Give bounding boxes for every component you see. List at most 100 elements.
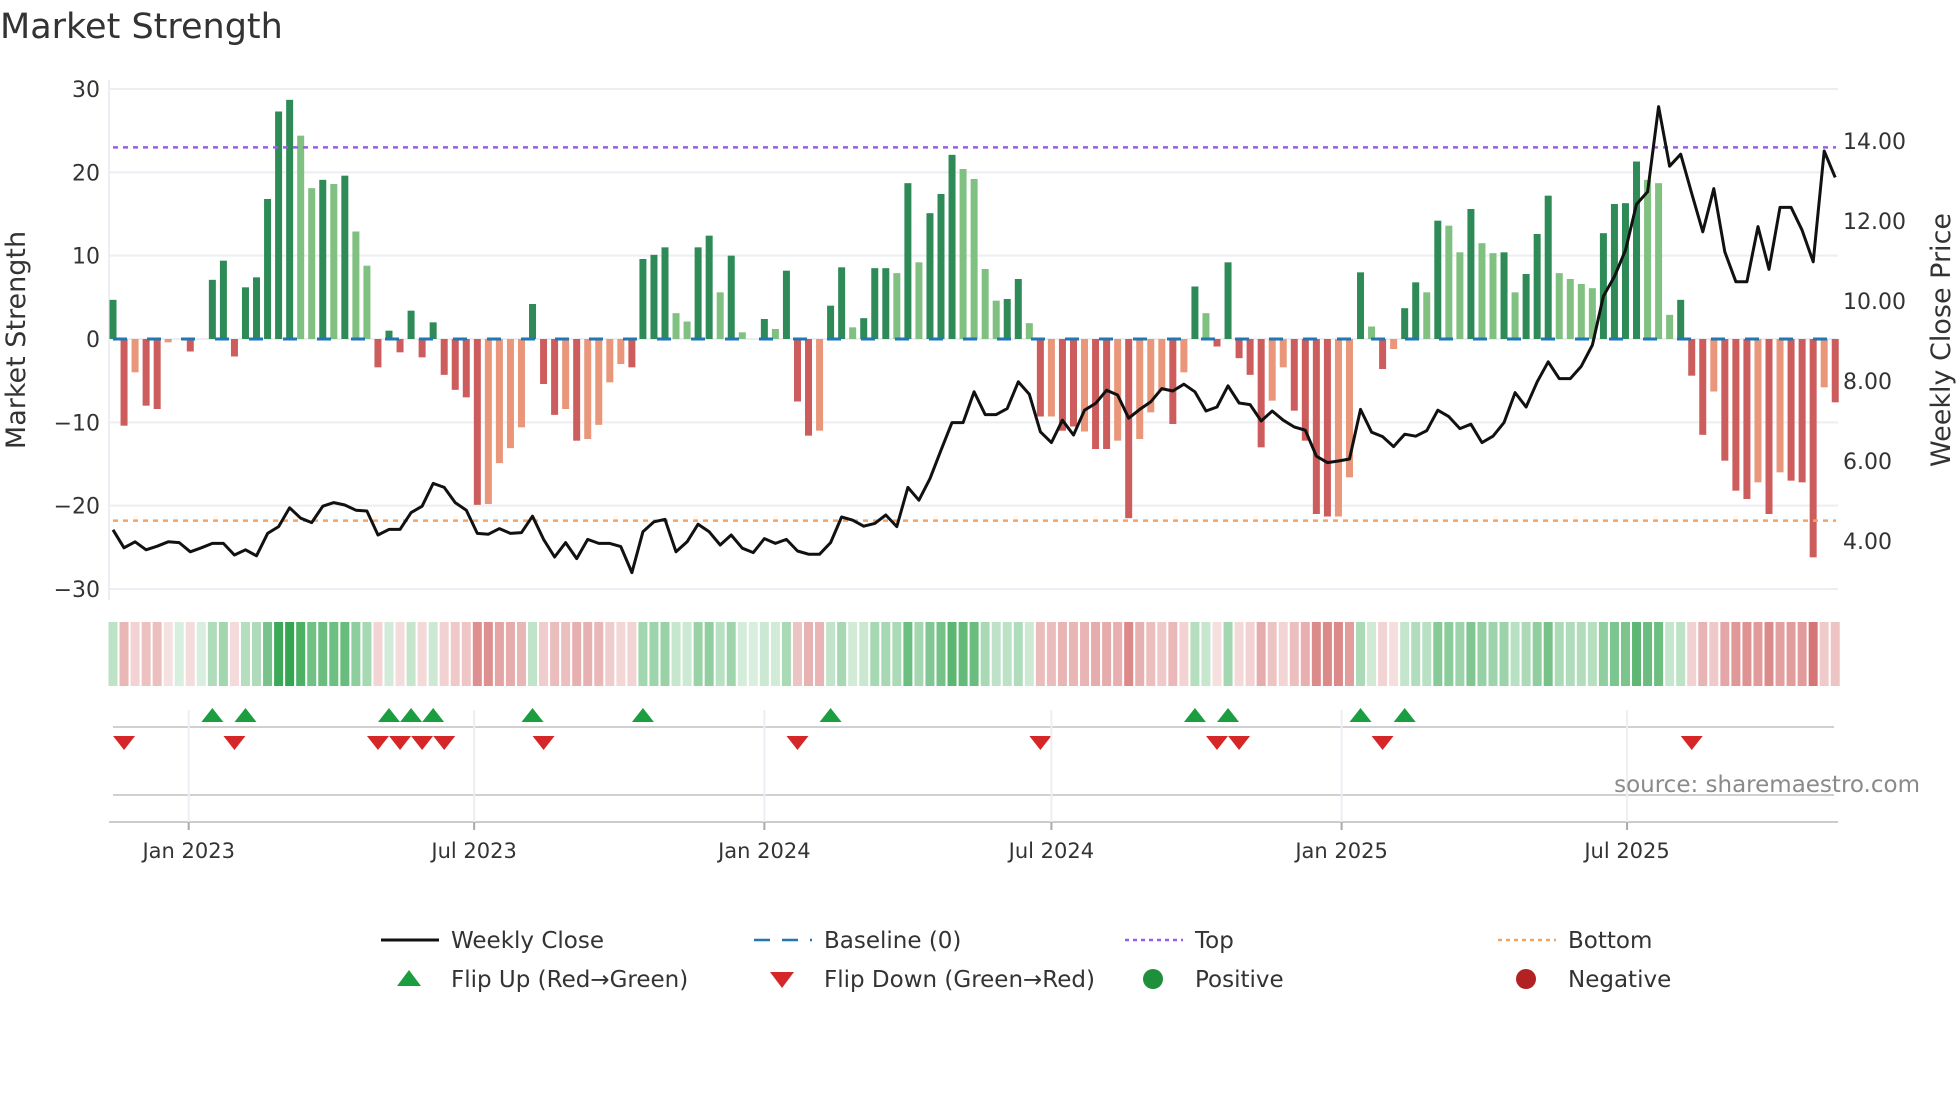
strength-bar [485,339,492,504]
strength-heat-cell [616,622,625,686]
flip-up-marker [632,708,654,722]
strength-bar [1180,339,1187,372]
strength-heat-cell [627,622,636,686]
flip-down-marker [223,736,245,750]
strength-bar [761,319,768,339]
strength-heat-cell [252,622,261,686]
strength-bar [639,259,646,339]
flip-down-marker [533,736,555,750]
strength-heat-cell [1257,622,1266,686]
strength-heat-cell [1246,622,1255,686]
strength-heat-cell [1577,622,1586,686]
strength-bar [1644,180,1651,339]
flip-up-marker [522,708,544,722]
strength-heat-cell [1323,622,1332,686]
strength-heat-cell [903,622,912,686]
strength-bar [783,271,790,339]
strength-bar [971,179,978,339]
strength-bar [606,339,613,382]
strength-heat-cell [605,622,614,686]
strength-heat-cell [1654,622,1663,686]
strength-bar [1412,282,1419,339]
flip-down-marker [786,736,808,750]
strength-bar [1721,339,1728,461]
strength-bar [187,339,194,352]
strength-bar [110,300,117,339]
strength-heat-cell [1544,622,1553,686]
strength-bar [264,199,271,339]
strength-heat-cell [583,622,592,686]
strength-bar [1534,234,1541,339]
strength-heat-cell [1003,622,1012,686]
strength-bar [540,339,547,384]
strength-heat-cell [1301,622,1310,686]
legend-item: Bottom [1498,928,1652,954]
strength-bar [363,266,370,339]
strength-bar [1070,339,1077,427]
strength-bar [1423,292,1430,339]
strength-bar [860,318,867,339]
strength-bar [938,194,945,339]
strength-heat-cell [219,622,228,686]
strength-bar [1059,339,1066,431]
strength-bar [1114,339,1121,441]
strength-bar [1777,339,1784,472]
strength-heat-cell [1455,622,1464,686]
strength-bar [1490,253,1497,339]
strength-heat-cell [451,622,460,686]
strength-bar [1280,339,1287,367]
strength-bar [673,313,680,339]
strength-heat-cell [1058,622,1067,686]
strength-heat-cell [1279,622,1288,686]
strength-heat-cell [1334,622,1343,686]
legend-label: Negative [1568,967,1671,993]
strength-heat-cell [1190,622,1199,686]
strength-heat-cell [1632,622,1641,686]
strength-heat-cell [1422,622,1431,686]
strength-bar [1578,284,1585,339]
strength-heat-cell [1720,622,1729,686]
strength-heat-cell [1698,622,1707,686]
strength-heat-cell [1235,622,1244,686]
strength-heat-cell [307,622,316,686]
y-tick-label: 30 [72,78,100,103]
x-tick-label: Jan 2023 [140,839,235,863]
strength-bar [717,292,724,339]
strength-bar [1092,339,1099,449]
strength-heat-cell [1378,622,1387,686]
strength-heat-cell [694,622,703,686]
strength-heat-cell [1080,622,1089,686]
strength-bar [1048,339,1055,417]
strength-heat-cell [914,622,923,686]
strength-bar [518,339,525,427]
strength-bar [1821,339,1828,387]
strength-bar [993,301,1000,339]
strength-heat-cell [804,622,813,686]
strength-bar [319,180,326,339]
strength-bar [308,188,315,339]
legend-label: Flip Down (Green→Red) [824,967,1095,993]
strength-heat-cell [1367,622,1376,686]
strength-heat-cell [672,622,681,686]
strength-heat-cell [429,622,438,686]
strength-bar [1456,252,1463,339]
strength-heat-cell [1224,622,1233,686]
flip-up-marker [201,708,223,722]
strength-heat-cell [782,622,791,686]
circle-icon [1143,969,1163,989]
strength-bar [1324,339,1331,517]
strength-heat-cell [1599,622,1608,686]
flip-up-marker [1350,708,1372,722]
strength-heat-cell [550,622,559,686]
strength-heat-cell [892,622,901,686]
strength-heat-cell [1069,622,1078,686]
legend-label: Bottom [1568,928,1652,954]
strength-heat-cell [528,622,537,686]
y-tick-label: −30 [54,578,100,603]
strength-bar [1236,339,1243,358]
strength-heat-cell [506,622,515,686]
strength-heat-cell [1213,622,1222,686]
strength-heat-cell [186,622,195,686]
strength-heat-cell [1566,622,1575,686]
strength-heat-cell [881,622,890,686]
